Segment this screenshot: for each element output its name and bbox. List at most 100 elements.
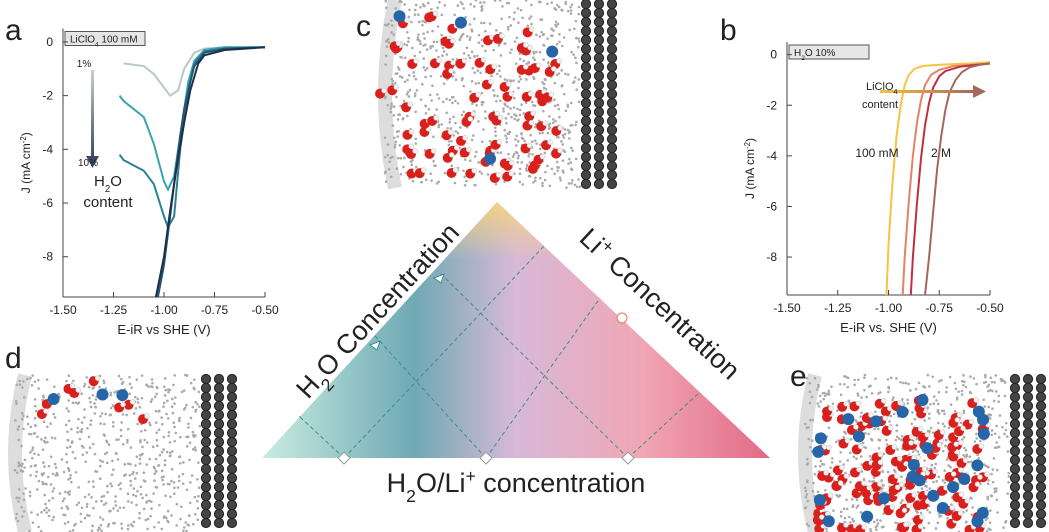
solvent bbox=[413, 13, 417, 16]
solvent bbox=[934, 527, 938, 530]
electrode-atom bbox=[1035, 436, 1047, 448]
solvent bbox=[147, 385, 150, 389]
solvent bbox=[196, 477, 199, 481]
solvent bbox=[160, 416, 163, 419]
solvent bbox=[461, 32, 465, 36]
solvent bbox=[497, 44, 501, 47]
content-arrowhead bbox=[973, 85, 986, 98]
solvent bbox=[150, 378, 154, 381]
lithium bbox=[916, 394, 929, 407]
solvent bbox=[944, 438, 948, 442]
solvent bbox=[193, 378, 196, 381]
solvent bbox=[166, 417, 170, 420]
hydrogen bbox=[897, 455, 903, 462]
solvent bbox=[573, 183, 577, 187]
solvent bbox=[435, 108, 438, 111]
solvent bbox=[567, 9, 570, 13]
solvent bbox=[410, 163, 414, 167]
solvent bbox=[138, 405, 142, 409]
solvent bbox=[395, 167, 399, 171]
solvent bbox=[935, 479, 938, 483]
solvent bbox=[928, 511, 932, 514]
solvent bbox=[193, 495, 197, 499]
solvent bbox=[804, 489, 808, 493]
solvent bbox=[564, 72, 567, 76]
solvent bbox=[804, 486, 807, 490]
solvent bbox=[989, 509, 992, 512]
solvent bbox=[877, 447, 881, 450]
solvent bbox=[511, 155, 515, 159]
solvent bbox=[132, 520, 136, 524]
solvent bbox=[498, 69, 501, 73]
solvent bbox=[31, 521, 35, 524]
solvent bbox=[962, 409, 966, 413]
electrode-atom bbox=[606, 0, 618, 10]
hydrogen bbox=[917, 523, 924, 530]
solvent bbox=[121, 443, 125, 446]
solvent bbox=[962, 453, 965, 457]
solvent bbox=[896, 448, 899, 451]
hydrogen bbox=[821, 444, 828, 450]
electrode-atom bbox=[213, 427, 225, 439]
solvent bbox=[920, 487, 924, 491]
solvent bbox=[383, 96, 387, 100]
line-chart: H2O 10%0-2-4-6-8-1.50 -1.25 -1.00 -0.75 -0.5… bbox=[743, 42, 1004, 335]
solvent bbox=[993, 432, 997, 436]
solvent bbox=[513, 113, 516, 116]
solvent bbox=[421, 23, 424, 27]
electrode-atom bbox=[200, 499, 212, 511]
panel-label: b bbox=[720, 14, 737, 47]
solvent bbox=[197, 461, 200, 464]
solvent bbox=[1003, 394, 1007, 398]
solvent bbox=[17, 500, 20, 503]
panel-label: d bbox=[5, 342, 22, 375]
solvent bbox=[962, 436, 966, 439]
solvent bbox=[806, 499, 810, 503]
solvent bbox=[520, 103, 523, 106]
solvent bbox=[22, 396, 26, 399]
solvent bbox=[393, 143, 397, 146]
hydrogen bbox=[450, 38, 456, 44]
solvent bbox=[422, 44, 425, 47]
solvent bbox=[548, 184, 552, 188]
solvent bbox=[435, 182, 439, 185]
solvent bbox=[163, 394, 167, 397]
solvent bbox=[83, 408, 86, 411]
solvent bbox=[426, 1, 430, 5]
solvent bbox=[943, 425, 946, 428]
solvent bbox=[465, 34, 469, 38]
solvent bbox=[63, 522, 67, 525]
solvent bbox=[1007, 481, 1010, 484]
electrode-atom bbox=[580, 178, 592, 190]
electrode-atom bbox=[593, 106, 605, 118]
solvent bbox=[817, 385, 820, 389]
solvent bbox=[175, 502, 179, 506]
solvent bbox=[897, 437, 901, 441]
hydrogen bbox=[467, 116, 474, 122]
solvent bbox=[538, 176, 542, 180]
solvent bbox=[29, 376, 32, 380]
solvent bbox=[387, 167, 391, 171]
electrode-atom bbox=[200, 481, 212, 493]
electrode-atom bbox=[226, 373, 238, 385]
solvent bbox=[94, 500, 98, 503]
hydrogen bbox=[887, 425, 894, 431]
solvent bbox=[111, 459, 114, 463]
solvent bbox=[441, 100, 445, 104]
solvent bbox=[99, 523, 103, 527]
solvent bbox=[499, 75, 502, 78]
electrode-atom bbox=[200, 508, 212, 520]
solvent bbox=[454, 99, 457, 103]
solvent bbox=[185, 529, 188, 532]
solvent bbox=[166, 399, 169, 403]
solvent bbox=[138, 511, 141, 515]
solvent bbox=[451, 101, 454, 105]
solvent bbox=[413, 8, 417, 12]
solvent bbox=[566, 128, 570, 132]
solvent bbox=[423, 20, 426, 24]
solvent bbox=[456, 101, 460, 105]
solvent bbox=[84, 460, 87, 464]
electrode-atom bbox=[226, 400, 238, 412]
solvent bbox=[482, 128, 485, 131]
solvent bbox=[393, 146, 397, 149]
